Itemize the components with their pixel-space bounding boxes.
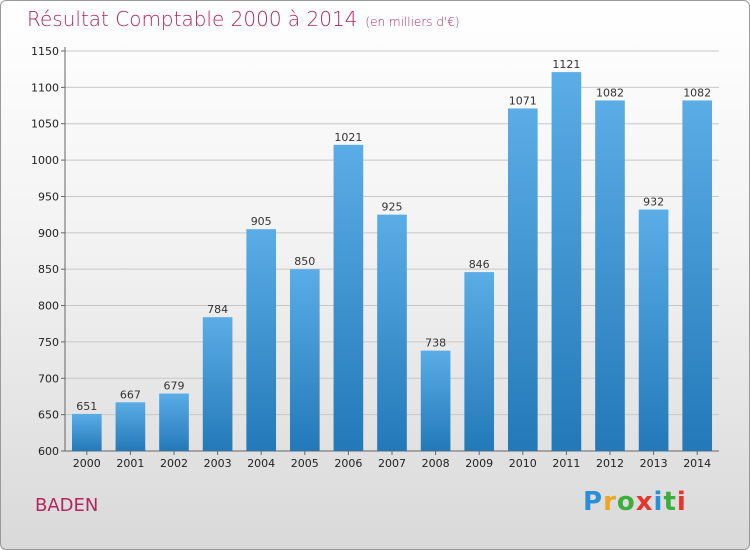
x-tick-label-2013: 2013 [640, 457, 668, 470]
location-name: BADEN [35, 495, 99, 516]
bars [71, 72, 713, 452]
data-label-2013: 932 [643, 196, 664, 209]
logo-letter: i [653, 487, 664, 517]
y-tick-label: 850 [38, 263, 59, 276]
logo-letter: x [635, 487, 654, 517]
x-tick-label-2008: 2008 [422, 457, 450, 470]
y-tick-label: 700 [38, 372, 59, 385]
logo-letter: i [676, 487, 687, 517]
x-tick-label-2004: 2004 [247, 457, 275, 470]
data-label-2005: 850 [294, 255, 315, 268]
y-tick-label: 650 [38, 409, 59, 422]
x-tick-label-2009: 2009 [465, 457, 493, 470]
x-tick-label-2005: 2005 [291, 457, 319, 470]
data-label-2010: 1071 [509, 94, 537, 107]
bar-2001 [115, 402, 146, 451]
data-label-2001: 667 [120, 388, 141, 401]
bar-2013 [638, 209, 669, 451]
x-tick-label-2003: 2003 [204, 457, 232, 470]
bar-2014 [682, 100, 713, 452]
data-labels: 651 667 679 784 905 850 1021 925 738 846 1071 1121 1… [76, 58, 711, 413]
x-tick-label-2012: 2012 [596, 457, 624, 470]
data-label-2011: 1121 [552, 58, 580, 71]
data-label-2004: 905 [251, 215, 272, 228]
y-tick-label: 1150 [31, 45, 59, 58]
data-label-2000: 651 [76, 400, 97, 413]
logo-letter: P [583, 487, 604, 517]
x-tick-label-2000: 2000 [73, 457, 101, 470]
bar-2004 [246, 229, 277, 451]
x-tick-label-2002: 2002 [160, 457, 188, 470]
y-tick-label: 1050 [31, 118, 59, 131]
bar-2008 [420, 350, 451, 451]
y-tick-label: 600 [38, 445, 59, 458]
bar-2011 [551, 72, 582, 451]
bar-2009 [464, 272, 495, 451]
data-label-2014: 1082 [683, 86, 711, 99]
bar-2003 [202, 317, 233, 451]
data-label-2007: 925 [382, 201, 403, 214]
logo-letter: t [663, 487, 677, 517]
bar-2006 [333, 144, 364, 451]
bar-2000 [71, 413, 102, 451]
x-tick-label-2001: 2001 [116, 457, 144, 470]
y-tick-label: 950 [38, 190, 59, 203]
x-tick-label-2006: 2006 [334, 457, 362, 470]
logo-letter: o [616, 487, 636, 517]
x-tick-label-2014: 2014 [683, 457, 711, 470]
y-tick-label: 800 [38, 300, 59, 313]
bar-2010 [507, 108, 538, 452]
bar-2005 [289, 269, 320, 451]
data-label-2009: 846 [469, 258, 490, 271]
data-label-2012: 1082 [596, 86, 624, 99]
data-label-2006: 1021 [334, 131, 362, 144]
chart-title-text: Résultat Comptable 2000 à 2014 [27, 7, 358, 31]
y-tick-label: 750 [38, 336, 59, 349]
y-tick-label: 1000 [31, 154, 59, 167]
x-tick-label-2010: 2010 [509, 457, 537, 470]
logo-letter: r [603, 487, 617, 517]
bar-2007 [377, 214, 407, 451]
chart-title: Résultat Comptable 2000 à 2014 (en millie… [27, 7, 460, 31]
proxiti-logo: Proxiti [583, 487, 687, 517]
data-label-2002: 679 [164, 380, 185, 393]
y-tick-label: 900 [38, 227, 59, 240]
bar-2012 [595, 100, 625, 452]
data-label-2008: 738 [425, 337, 446, 350]
x-tick-label-2011: 2011 [552, 457, 580, 470]
x-tick-label-2007: 2007 [378, 457, 406, 470]
y-tick-label: 1100 [31, 81, 59, 94]
chart-subtitle: (en milliers d'€) [365, 15, 460, 29]
data-label-2003: 784 [207, 303, 228, 316]
bar-2002 [159, 393, 189, 451]
